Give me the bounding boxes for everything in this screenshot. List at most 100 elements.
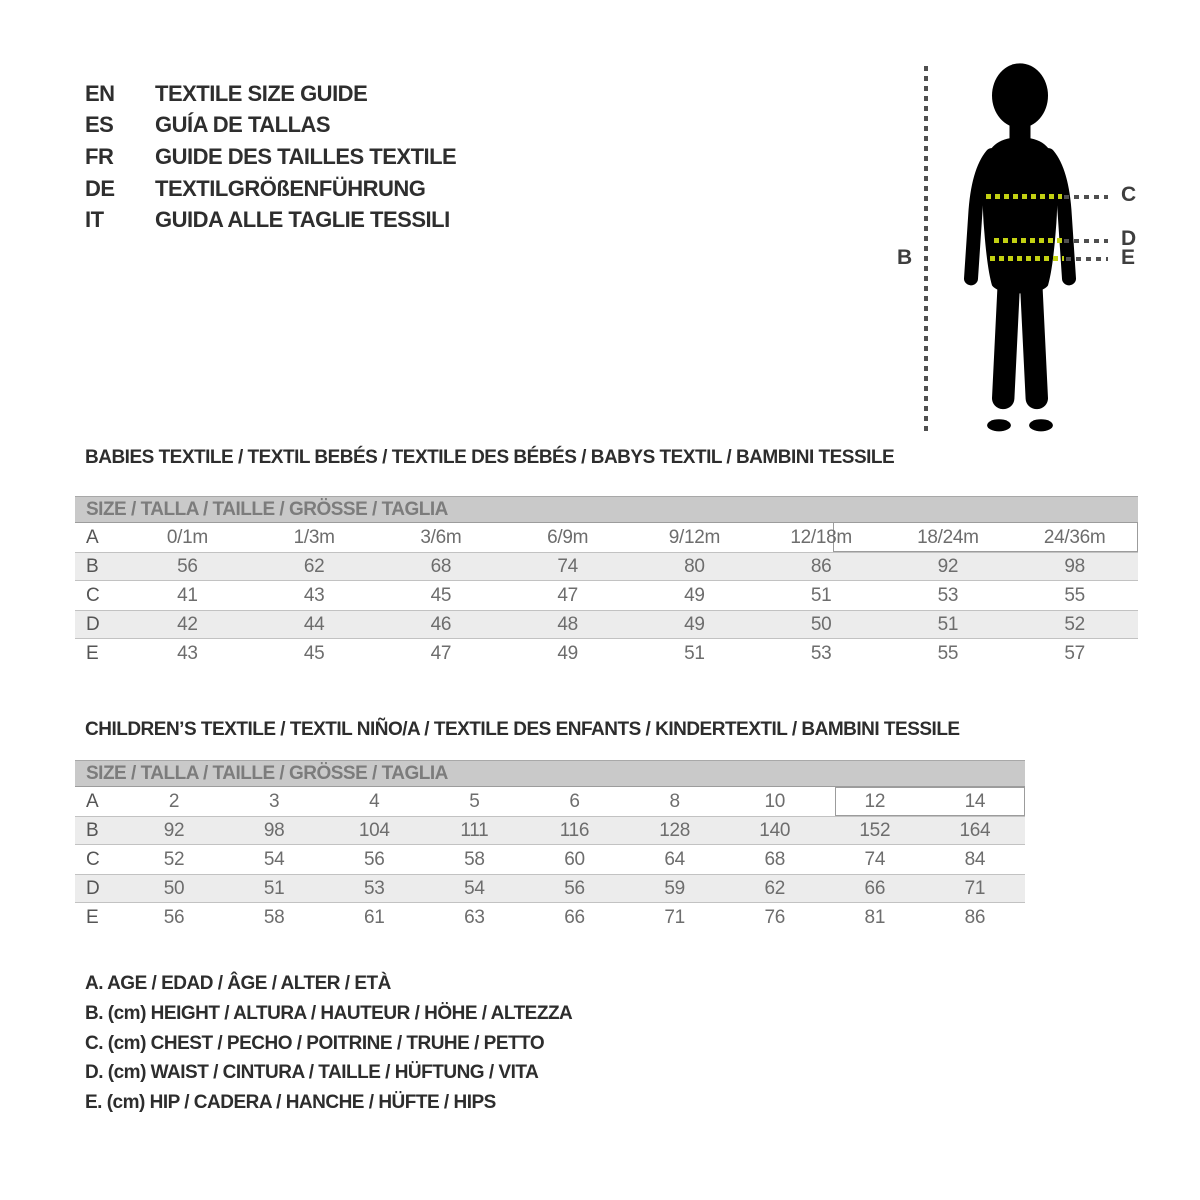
table-cell: 14: [964, 790, 986, 812]
table-cell: 56: [564, 877, 585, 899]
table-cell: 8: [669, 790, 680, 812]
table-row-height: B 56 62 68 74 80 86 92 98: [75, 552, 1138, 581]
table-cell: 49: [684, 584, 705, 606]
child-silhouette-icon: [964, 63, 1076, 432]
table-row-waist: D 50 51 53 54 56 59 62 66 71: [75, 874, 1025, 903]
hip-measure-accent-line: [990, 256, 1064, 261]
table-cell: 71: [664, 906, 685, 928]
language-row-es: ES GUÍA DE TALLAS: [85, 110, 456, 142]
row-label: B: [86, 819, 99, 841]
table-cell: 63: [464, 906, 485, 928]
waist-measure-leader-line: [1064, 239, 1108, 243]
table-cell: 86: [964, 906, 986, 928]
table-cell: 47: [430, 642, 452, 664]
table-row-height: B 92 98 104 111 116 128 140 152 164: [75, 816, 1025, 845]
table-cell: 98: [1064, 555, 1085, 577]
babies-size-header-band: SIZE / TALLA / TAILLE / GRÖSSE / TAGLIA: [75, 496, 1138, 523]
table-cell: 54: [263, 848, 285, 870]
children-section-heading: CHILDREN’S TEXTILE / TEXTIL NIÑO/A / TEX…: [85, 719, 960, 740]
table-cell: 64: [664, 848, 685, 870]
babies-highlighted-sizes-box: [833, 522, 1138, 552]
legend-line-age: A. AGE / EDAD / ÂGE / ALTER / ETÀ: [85, 973, 391, 994]
table-cell: 98: [263, 819, 285, 841]
table-cell: 71: [964, 877, 986, 899]
table-cell: 4: [369, 790, 380, 812]
table-cell: 51: [684, 642, 705, 664]
table-cell: 12/18m: [790, 526, 852, 548]
table-cell: 68: [764, 848, 785, 870]
table-cell: 52: [163, 848, 185, 870]
table-cell: 81: [864, 906, 886, 928]
table-cell: 45: [303, 642, 325, 664]
table-cell: 44: [303, 613, 325, 635]
language-title: TEXTILE SIZE GUIDE: [155, 80, 368, 106]
table-cell: 56: [177, 555, 198, 577]
table-row-chest: C 52 54 56 58 60 64 68 74 84: [75, 845, 1025, 874]
table-cell: 50: [163, 877, 185, 899]
table-cell: 2: [168, 790, 180, 812]
table-cell: 5: [469, 790, 480, 812]
table-cell: 80: [684, 555, 705, 577]
language-code: ES: [85, 112, 114, 138]
table-cell: 68: [430, 555, 452, 577]
table-row-age: A 2 3 4 5 6 8 10 12 14: [75, 787, 1025, 816]
language-row-en: EN TEXTILE SIZE GUIDE: [85, 78, 456, 110]
legend-line-chest: C. (cm) CHEST / PECHO / POITRINE / TRUHE…: [85, 1032, 545, 1054]
waist-measure-accent-line: [994, 238, 1062, 243]
legend-line-waist: D. (cm) WAIST / CINTURA / TAILLE / HÜFTU…: [85, 1062, 539, 1084]
table-cell: 111: [460, 819, 489, 841]
table-cell: 12: [864, 790, 886, 812]
table-row-hip: E 43 45 47 49 51 53 55 57: [75, 639, 1138, 668]
table-cell: 24/36m: [1043, 526, 1106, 548]
height-measure-dotted-line: [924, 66, 928, 432]
table-cell: 164: [959, 819, 991, 841]
language-title-list: EN TEXTILE SIZE GUIDE ES GUÍA DE TALLAS …: [85, 78, 457, 236]
table-cell: 62: [303, 555, 325, 577]
table-cell: 128: [659, 819, 690, 841]
table-cell: 46: [430, 613, 452, 635]
hip-measure-label: E: [1121, 246, 1135, 269]
size-header-label: SIZE / TALLA / TAILLE / GRÖSSE / TAGLIA: [86, 499, 448, 520]
row-label: C: [86, 848, 100, 870]
table-cell: 56: [163, 906, 185, 928]
row-label: E: [86, 642, 99, 664]
row-label: E: [86, 906, 99, 928]
table-cell: 6: [569, 790, 580, 812]
table-cell: 61: [364, 906, 385, 928]
hip-measure-leader-line: [1066, 257, 1108, 261]
row-label: A: [86, 526, 99, 548]
table-cell: 55: [937, 642, 959, 664]
table-cell: 43: [177, 642, 198, 664]
table-cell: 49: [684, 613, 705, 635]
babies-size-table: SIZE / TALLA / TAILLE / GRÖSSE / TAGLIA …: [75, 496, 1138, 668]
chest-measure-label: C: [1121, 183, 1136, 206]
row-label: D: [86, 877, 100, 899]
table-cell: 47: [557, 584, 578, 606]
table-cell: 52: [1064, 613, 1085, 635]
table-cell: 3/6m: [420, 526, 462, 548]
table-cell: 59: [664, 877, 685, 899]
table-cell: 62: [764, 877, 785, 899]
table-cell: 51: [810, 584, 832, 606]
table-cell: 116: [559, 819, 590, 841]
language-code: IT: [85, 207, 104, 233]
table-cell: 42: [177, 613, 198, 635]
legend-line-height: B. (cm) HEIGHT / ALTURA / HAUTEUR / HÖHE…: [85, 1002, 573, 1024]
table-cell: 53: [364, 877, 385, 899]
table-cell: 18/24m: [917, 526, 979, 548]
table-cell: 3: [269, 790, 280, 812]
table-cell: 152: [859, 819, 891, 841]
chest-measure-accent-line: [986, 194, 1062, 199]
table-cell: 84: [964, 848, 986, 870]
size-header-label: SIZE / TALLA / TAILLE / GRÖSSE / TAGLIA: [86, 763, 448, 784]
measurement-legend: A. AGE / EDAD / ÂGE / ALTER / ETÀ B. (cm…: [85, 973, 573, 1122]
language-code: FR: [85, 143, 114, 169]
legend-line-hip: E. (cm) HIP / CADERA / HANCHE / HÜFTE / …: [85, 1092, 496, 1114]
table-cell: 51: [937, 613, 959, 635]
language-row-it: IT GUIDA ALLE TAGLIE TESSILI: [85, 204, 456, 236]
babies-section-heading: BABIES TEXTILE / TEXTIL BEBÉS / TEXTILE …: [85, 447, 895, 468]
table-cell: 104: [358, 819, 390, 841]
language-title: GUÍA DE TALLAS: [155, 112, 331, 138]
language-title: GUIDE DES TAILLES TEXTILE: [155, 143, 457, 169]
table-cell: 74: [557, 555, 578, 577]
